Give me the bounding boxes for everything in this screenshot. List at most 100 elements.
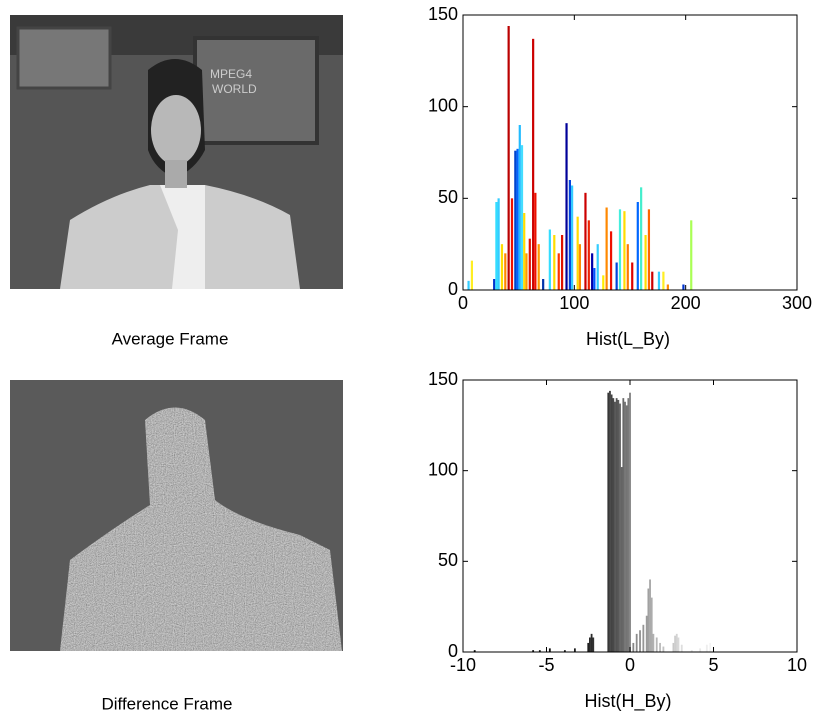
x-tick-label: 10	[787, 655, 807, 675]
bar	[593, 268, 596, 290]
x-tick-label: 100	[559, 293, 589, 313]
bar	[625, 405, 628, 652]
bar	[518, 125, 521, 290]
bar	[534, 192, 537, 290]
bar	[596, 244, 599, 290]
bar	[612, 398, 615, 652]
bar	[645, 615, 648, 652]
bar	[617, 399, 620, 652]
bar	[560, 235, 564, 290]
bar	[587, 642, 590, 652]
bar	[609, 231, 613, 290]
bar	[632, 642, 635, 652]
x-tick-label: 300	[782, 293, 812, 313]
bar	[662, 271, 665, 290]
bar	[623, 211, 626, 290]
bar	[619, 403, 621, 652]
bar	[568, 180, 571, 290]
bar	[514, 150, 517, 290]
bar	[615, 398, 618, 652]
y-tick-label: 0	[448, 279, 458, 299]
bar	[602, 275, 605, 290]
difference-frame-image	[10, 380, 343, 651]
bar	[659, 642, 661, 652]
bar	[563, 650, 566, 652]
bar	[618, 209, 622, 290]
x-tick-label: -5	[538, 655, 554, 675]
svg-text:MPEG4: MPEG4	[210, 67, 252, 81]
bar	[493, 279, 496, 290]
bar	[548, 648, 551, 652]
y-tick-label: 150	[428, 4, 458, 24]
bar	[507, 26, 510, 290]
bar	[609, 390, 611, 652]
bar	[644, 235, 647, 290]
bar	[589, 637, 591, 652]
bar	[682, 284, 685, 290]
bar	[666, 284, 669, 290]
svg-text:WORLD: WORLD	[212, 82, 257, 96]
caption: Difference Frame	[101, 694, 232, 713]
bar	[652, 633, 655, 652]
y-tick-label: 100	[428, 95, 458, 115]
bar	[591, 253, 594, 290]
axes-box	[462, 14, 798, 291]
bar	[510, 198, 514, 290]
bar	[690, 650, 693, 652]
bar	[622, 398, 625, 652]
bar	[557, 253, 560, 290]
bar	[675, 633, 678, 652]
bar	[626, 244, 629, 290]
bar	[674, 635, 676, 652]
bar	[615, 262, 618, 290]
bar	[470, 260, 474, 290]
bar	[650, 597, 653, 652]
bar	[642, 624, 645, 652]
y-tick-label: 50	[438, 187, 458, 207]
bar	[605, 207, 608, 290]
x-tick-label: 0	[625, 655, 635, 675]
bar	[649, 579, 651, 652]
bar	[647, 588, 650, 652]
y-tick-label: 150	[428, 369, 458, 389]
x-axis-label: Hist(H_By)	[584, 691, 671, 712]
bar	[587, 220, 590, 290]
bar	[680, 644, 683, 652]
bar	[573, 648, 576, 652]
bar	[610, 394, 613, 652]
bar	[662, 646, 665, 652]
bar	[578, 244, 581, 290]
bar	[614, 401, 616, 652]
bar	[590, 633, 593, 652]
x-tick-label: 200	[671, 293, 701, 313]
bar	[525, 253, 528, 290]
bar	[467, 280, 470, 290]
bar	[495, 202, 498, 290]
bar	[571, 185, 574, 290]
bar	[576, 216, 579, 290]
caption: Average Frame	[112, 329, 229, 348]
bar	[629, 392, 631, 652]
bar	[523, 213, 526, 290]
bar	[651, 271, 654, 290]
x-tick-label: 0	[458, 293, 468, 313]
x-axis-label: Hist(L_By)	[586, 329, 670, 350]
bar	[520, 145, 524, 290]
bar	[592, 637, 595, 652]
bar	[542, 279, 545, 290]
bar	[657, 271, 661, 290]
bar	[705, 644, 708, 652]
bar	[537, 244, 540, 290]
bar	[709, 642, 712, 652]
bar	[528, 238, 531, 290]
bar	[504, 253, 507, 290]
bar	[620, 467, 623, 652]
bar	[532, 38, 535, 291]
bar	[690, 220, 693, 290]
bar	[699, 648, 702, 652]
bar	[752, 650, 755, 652]
bar	[538, 650, 541, 652]
average-frame-image: MPEG4 WORLD	[10, 15, 343, 289]
